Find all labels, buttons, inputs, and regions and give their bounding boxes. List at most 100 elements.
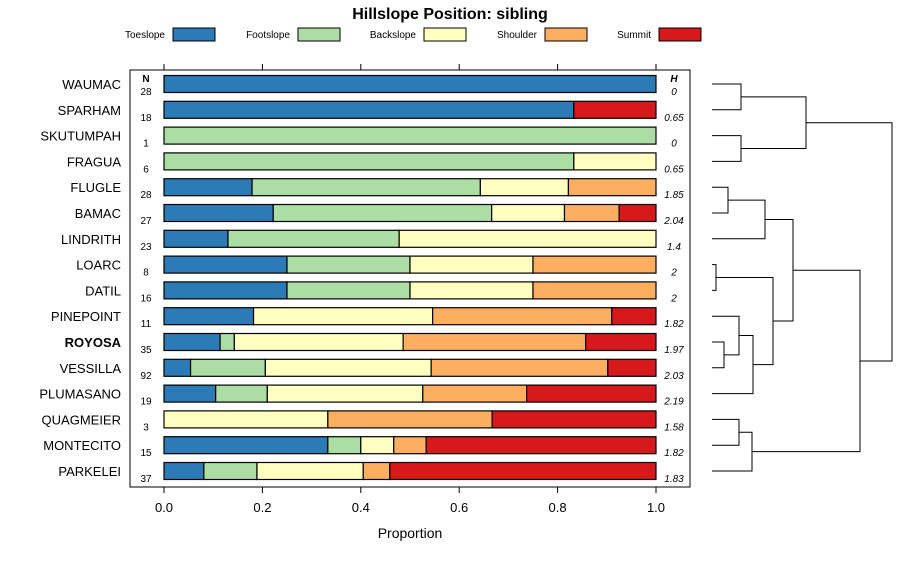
bar-segment-backslope (491, 203, 566, 223)
row-label: PARKELEI (58, 464, 121, 479)
row-label: LINDRITH (61, 232, 121, 247)
n-value: 23 (140, 242, 152, 253)
legend-swatch-summit (658, 27, 702, 42)
bar-segment-backslope (479, 178, 570, 197)
bar-segment-toeslope (163, 358, 192, 377)
dendrogram-link (752, 269, 861, 453)
bar-segment-footslope (286, 281, 411, 300)
x-tick-label: 0.2 (253, 500, 271, 515)
row-label: MONTECITO (43, 438, 121, 453)
bar-segment-toeslope (163, 203, 274, 223)
bar-row-vessilla (163, 358, 657, 377)
bar-segment-summit (585, 332, 657, 352)
legend-swatch-footslope (297, 27, 341, 42)
dendrogram-link (712, 431, 753, 472)
bars (163, 74, 657, 481)
n-value: 6 (143, 164, 149, 175)
row-label: FLUGLE (70, 180, 121, 195)
row-label: SPARHAM (58, 103, 121, 118)
bar-segment-footslope (219, 332, 235, 352)
dendrogram-link (712, 335, 754, 395)
legend-label-shoulder: Shoulder (497, 30, 538, 41)
n-header: N (142, 74, 149, 85)
bar-row-quagmeier (163, 410, 657, 429)
n-value: 16 (140, 293, 152, 304)
bar-segment-backslope (409, 281, 534, 300)
dendrogram-link (765, 218, 794, 322)
x-axis: 0.0 0.2 0.4 0.6 0.8 1.0 (155, 487, 665, 515)
x-axis-label: Proportion (378, 525, 443, 541)
legend-swatch-backslope (423, 27, 467, 42)
h-value: 1.4 (667, 242, 681, 253)
bar-segment-footslope (327, 436, 362, 455)
bar-segment-backslope (252, 307, 434, 326)
bar-segment-toeslope (163, 436, 329, 455)
bar-segment-shoulder (393, 436, 427, 455)
bar-segment-backslope (398, 229, 657, 248)
row-label: BAMAC (75, 206, 121, 221)
bar-segment-backslope (573, 152, 657, 171)
bar-segment-footslope (227, 229, 400, 248)
h-value: 1.58 (664, 422, 684, 433)
n-value: 92 (140, 371, 152, 382)
legend-swatch-toeslope (172, 27, 216, 42)
bar-segment-backslope (409, 255, 534, 274)
bar-segment-toeslope (163, 100, 575, 119)
bar-segment-summit (611, 307, 657, 326)
h-header: H (670, 74, 678, 85)
bar-segment-toeslope (163, 255, 288, 274)
bar-segment-toeslope (163, 281, 288, 300)
bar-row-royosa (163, 332, 657, 352)
row-label: WAUMAC (62, 77, 121, 92)
dendrogram-link (712, 341, 725, 369)
dendrogram-link (712, 83, 742, 111)
bar-segment-toeslope (163, 332, 221, 352)
bar-segment-toeslope (163, 384, 217, 403)
bar-row-lindrith (163, 229, 657, 248)
row-label: DATIL (85, 283, 121, 298)
bar-row-plumasano (163, 384, 657, 403)
h-value: 2.04 (663, 216, 684, 227)
bar-segment-backslope (256, 461, 364, 481)
x-tick-label: 0.6 (450, 500, 468, 515)
bar-segment-footslope (286, 255, 411, 274)
x-tick-label: 0.4 (352, 500, 370, 515)
h-value: 2.03 (663, 371, 684, 382)
bar-row-parkelei (163, 461, 657, 481)
row-label: PINEPOINT (51, 309, 121, 324)
n-value: 8 (143, 268, 149, 279)
dendrogram-link (712, 186, 729, 214)
legend-label-footslope: Footslope (246, 30, 290, 41)
legend-label-toeslope: Toeslope (125, 30, 165, 41)
bar-segment-summit (607, 358, 657, 377)
n-value: 1 (143, 139, 149, 150)
bar-segment-summit (526, 384, 657, 403)
bar-segment-summit (573, 100, 657, 119)
bar-row-pinepoint (163, 307, 657, 326)
dendrogram-link (712, 264, 717, 291)
h-values: 0 0.65 0 0.65 1.85 2.04 1.4 2 2 1.82 1.97 2.03 2.19 1… (663, 87, 684, 485)
n-value: 18 (140, 113, 152, 124)
bar-segment-toeslope (163, 461, 205, 481)
n-value: 28 (140, 190, 152, 201)
row-label: LOARC (76, 258, 121, 273)
bar-segment-footslope (163, 152, 575, 171)
bar-segment-footslope (251, 178, 481, 197)
dendrogram-link (712, 418, 740, 446)
x-tick-label: 0.8 (549, 500, 567, 515)
legend: Toeslope Footslope Backslope Shoulder Summit (125, 27, 702, 42)
row-label: QUAGMEIER (42, 412, 121, 427)
row-label: PLUMASANO (39, 387, 121, 402)
bar-row-waumac (163, 74, 657, 94)
bar-segment-shoulder (327, 410, 493, 429)
bar-segment-backslope (163, 410, 329, 429)
h-value: 0 (671, 87, 677, 98)
bar-segment-footslope (215, 384, 268, 403)
legend-label-backslope: Backslope (370, 30, 417, 41)
dendrogram-link (741, 96, 807, 149)
bar-segment-shoulder (402, 332, 587, 352)
bar-segment-footslope (189, 358, 266, 377)
bar-segment-shoulder (362, 461, 391, 481)
